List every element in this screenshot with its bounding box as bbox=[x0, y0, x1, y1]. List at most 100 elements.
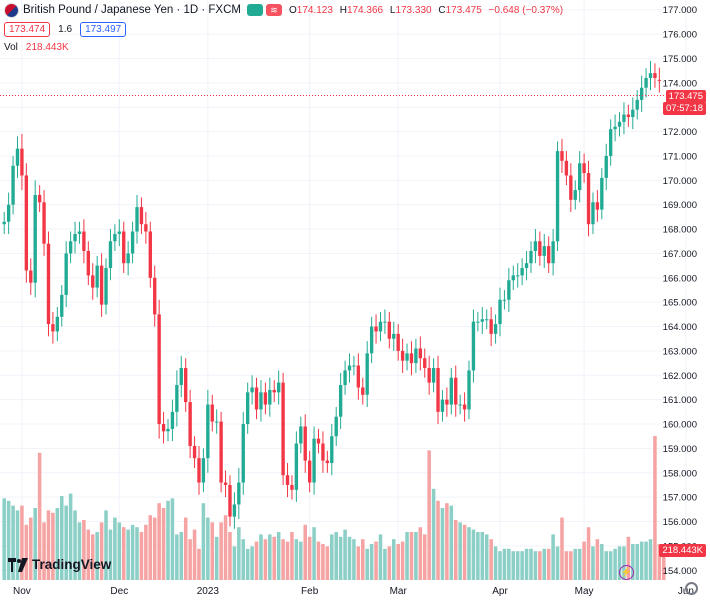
ohlc-values: O174.123 H174.366 L173.330 C173.475 −0.6… bbox=[289, 5, 567, 16]
volume-bar bbox=[51, 512, 55, 580]
candle-body bbox=[215, 421, 219, 423]
candle-body bbox=[586, 173, 591, 225]
volume-bar bbox=[538, 551, 542, 580]
volume-bar bbox=[325, 546, 330, 580]
volume-bar bbox=[405, 532, 409, 580]
volume-bar bbox=[259, 534, 263, 580]
volume-bar bbox=[188, 539, 192, 580]
candle-body bbox=[467, 370, 471, 410]
volume-bar bbox=[157, 503, 161, 580]
volume-bar bbox=[569, 551, 573, 580]
candle-body bbox=[338, 385, 343, 417]
volume-bar bbox=[396, 544, 400, 580]
candle-body bbox=[64, 253, 68, 295]
candle-body bbox=[24, 175, 29, 271]
buy-button[interactable]: 173.497 bbox=[80, 22, 127, 37]
candle-body bbox=[33, 194, 37, 283]
volume-bar bbox=[210, 522, 215, 580]
candle-body bbox=[507, 280, 511, 300]
volume-bar bbox=[183, 517, 188, 580]
candle-body bbox=[108, 241, 113, 269]
volume-bar bbox=[560, 517, 564, 580]
settings-gear-icon[interactable] bbox=[685, 582, 698, 595]
volume-bar bbox=[515, 551, 520, 580]
volume-bar bbox=[383, 548, 387, 580]
sell-button[interactable]: 173.474 bbox=[4, 22, 51, 37]
market-status-icon[interactable] bbox=[246, 4, 263, 16]
candle-body bbox=[144, 224, 148, 232]
volume-bar bbox=[546, 548, 551, 580]
volume-bar bbox=[334, 532, 338, 580]
volume-bar bbox=[121, 527, 126, 580]
candle-body bbox=[228, 484, 232, 517]
time-axis[interactable]: Nov Dec 2023 Feb Mar Apr May Jun bbox=[13, 586, 694, 597]
volume-value: 218.443K bbox=[25, 42, 69, 53]
y-tick-label: 164.000 bbox=[663, 322, 697, 333]
candle-body bbox=[458, 404, 462, 406]
candle-body bbox=[445, 399, 449, 405]
candle-body bbox=[206, 404, 210, 459]
volume-bar bbox=[551, 534, 555, 580]
volume-bar bbox=[476, 532, 480, 580]
volume-bar bbox=[564, 551, 569, 580]
candle-body bbox=[392, 333, 396, 339]
volume-bar bbox=[33, 508, 37, 580]
volume-bar bbox=[422, 534, 427, 580]
volume-bar bbox=[197, 548, 201, 580]
candle-body bbox=[361, 387, 365, 395]
volume-bar bbox=[20, 505, 24, 580]
candle-body bbox=[657, 79, 662, 81]
candle-body bbox=[498, 299, 502, 325]
candle-body bbox=[648, 73, 653, 78]
volume-bar bbox=[299, 541, 303, 580]
volume-bar bbox=[285, 541, 290, 580]
volume-bar bbox=[409, 532, 414, 580]
volume-bar bbox=[657, 544, 662, 580]
volume-bar bbox=[303, 524, 307, 580]
volume-bar bbox=[2, 498, 6, 580]
volume-bar bbox=[471, 529, 476, 580]
low-value: 173.330 bbox=[395, 4, 432, 16]
candle-body bbox=[37, 194, 42, 203]
volume-bar bbox=[42, 522, 46, 580]
volume-bar bbox=[11, 505, 15, 580]
volume-bar bbox=[46, 510, 51, 580]
volume-bar bbox=[453, 520, 458, 580]
candle-body bbox=[122, 231, 126, 264]
candle-body bbox=[600, 177, 604, 210]
candle-body bbox=[73, 233, 77, 242]
volume-bar bbox=[365, 548, 369, 580]
candle-body bbox=[436, 367, 440, 412]
candle-body bbox=[307, 460, 312, 483]
candle-body bbox=[485, 319, 489, 321]
volume-bar bbox=[555, 546, 560, 580]
x-tick-label: Dec bbox=[110, 586, 128, 597]
volume-bar bbox=[431, 488, 436, 580]
candle-body bbox=[148, 231, 152, 278]
volume-bar bbox=[312, 527, 316, 580]
candle-body bbox=[595, 202, 600, 210]
volume-bar bbox=[498, 551, 502, 580]
volume-bar bbox=[387, 546, 392, 580]
candle-body bbox=[210, 404, 214, 422]
x-tick-label: Feb bbox=[301, 586, 319, 597]
candle-body bbox=[130, 231, 135, 254]
candle-body bbox=[635, 99, 639, 110]
y-tick-label: 167.000 bbox=[663, 249, 697, 260]
candle-body bbox=[454, 377, 458, 405]
symbol-title[interactable]: British Pound / Japanese Yen · 1D · FXCM bbox=[23, 4, 241, 16]
volume-bar bbox=[507, 548, 511, 580]
compare-toggle-icon[interactable]: ≋ bbox=[265, 4, 282, 16]
candle-body bbox=[175, 385, 179, 412]
volume-legend: Vol 218.443K bbox=[4, 42, 69, 53]
candle-body bbox=[639, 87, 644, 100]
lightning-icon[interactable]: ⚡ bbox=[619, 565, 634, 580]
volume-bar bbox=[520, 551, 524, 580]
tradingview-logo[interactable]: TradingView bbox=[8, 557, 111, 572]
candle-body bbox=[547, 246, 551, 264]
volume-bar bbox=[148, 515, 153, 580]
volume-bar bbox=[626, 536, 631, 580]
candle-body bbox=[631, 109, 635, 117]
candle-body bbox=[294, 443, 299, 490]
